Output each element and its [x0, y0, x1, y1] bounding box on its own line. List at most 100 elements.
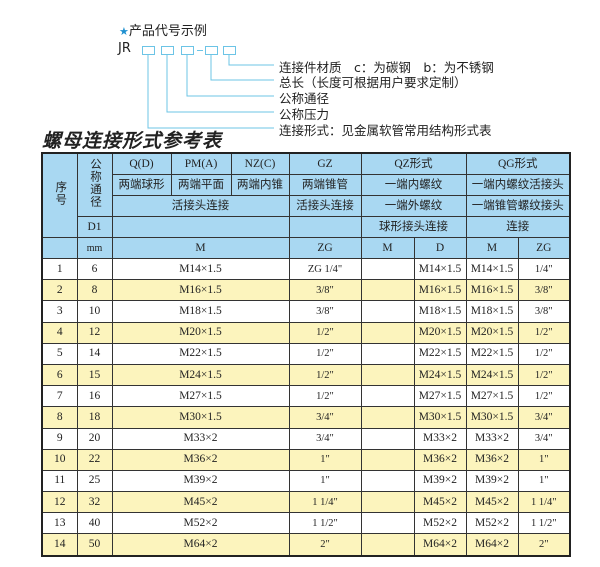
qg-m-cell: M14×1.5 [465, 257, 519, 281]
seq-cell: 4 [41, 321, 78, 344]
code-prefix: JR [118, 41, 131, 56]
m-cell: M16×1.5 [111, 279, 290, 302]
qg-zg-cell: 2" [517, 533, 571, 557]
qg-m-cell: M33×2 [465, 427, 519, 450]
qz-d-cell: M52×2 [413, 512, 467, 535]
qz-m-cell [360, 257, 415, 281]
qg-zg-cell: 3/4" [517, 427, 571, 450]
qz-d-cell: M39×2 [413, 469, 467, 493]
code-box [223, 46, 236, 55]
seq-cell: 10 [41, 448, 78, 471]
zg-cell: 3/4" [288, 427, 362, 450]
m-cell: M22×1.5 [111, 342, 290, 365]
seq-cell: 8 [41, 406, 78, 429]
zg-cell: 3/8" [288, 300, 362, 323]
code-box [161, 46, 174, 55]
table-row: 14 50 M64×2 2" M64×2 M64×2 2" [41, 533, 571, 557]
header-conn: 活接头连接 [111, 195, 290, 217]
label-connection: 连接形式：见金属软管常用结构形式表 [279, 123, 492, 138]
header-seq: 序号 [41, 152, 78, 238]
zg-cell: 3/8" [288, 279, 362, 302]
qg-m-cell: M24×1.5 [465, 363, 519, 387]
code-box [205, 46, 218, 55]
header-type: QZ形式 [360, 152, 467, 175]
leader-lines [147, 55, 274, 129]
zg-cell: 2" [288, 533, 362, 557]
label-length: 总长（长度可根据用户要求定制） [279, 75, 467, 90]
qg-m-cell: M52×2 [465, 512, 519, 535]
qz-d-cell: M16×1.5 [413, 279, 467, 302]
dn-cell: 20 [76, 427, 113, 450]
zg-cell: 1/2" [288, 342, 362, 365]
dn-cell: 25 [76, 469, 113, 493]
table-title: 螺母连接形式参考表 [42, 130, 223, 152]
header-type: NZ(C) [230, 152, 290, 175]
qg-zg-cell: 3/8" [517, 300, 571, 323]
zg-cell: 1 1/2" [288, 512, 362, 535]
qz-m-cell [360, 363, 415, 387]
qg-zg-cell: 3/8" [517, 279, 571, 302]
qz-d-cell: M14×1.5 [413, 257, 467, 281]
header-empty [111, 216, 290, 238]
header-shape: 两端内锥 [230, 174, 290, 196]
zg-cell: 1/2" [288, 385, 362, 408]
zg-cell: 1" [288, 448, 362, 471]
dn-cell: 32 [76, 491, 113, 514]
qg-m-cell: M22×1.5 [465, 342, 519, 365]
header-unit: M [360, 237, 415, 259]
qz-m-cell [360, 321, 415, 344]
m-cell: M36×2 [111, 448, 290, 471]
qz-d-cell: M45×2 [413, 491, 467, 514]
header-conn: 活接头连接 [288, 195, 362, 217]
m-cell: M33×2 [111, 427, 290, 450]
seq-cell: 1 [41, 257, 78, 281]
code-box [181, 46, 194, 55]
table-row: 13 40 M52×2 1 1/2" M52×2 M52×2 1 1/2" [41, 512, 571, 535]
qg-m-cell: M36×2 [465, 448, 519, 471]
dn-cell: 22 [76, 448, 113, 471]
header-type: QG形式 [465, 152, 571, 175]
qz-d-cell: M24×1.5 [413, 363, 467, 387]
qz-m-cell [360, 533, 415, 557]
seq-cell: 7 [41, 385, 78, 408]
qz-m-cell [360, 491, 415, 514]
header-unit: M [465, 237, 519, 259]
qz-d-cell: M20×1.5 [413, 321, 467, 344]
header-unit: ZG [517, 237, 571, 259]
dn-cell: 6 [76, 257, 113, 281]
dn-cell: 18 [76, 406, 113, 429]
qg-m-cell: M27×1.5 [465, 385, 519, 408]
seq-cell: 5 [41, 342, 78, 365]
dn-cell: 10 [76, 300, 113, 323]
header-conn2: 球形接头连接 [360, 216, 467, 238]
m-cell: M18×1.5 [111, 300, 290, 323]
dn-cell: 14 [76, 342, 113, 365]
table-row: 11 25 M39×2 1" M39×2 M39×2 1" [41, 469, 571, 493]
header-unit: ZG [288, 237, 362, 259]
header-shape: 两端球形 [111, 174, 172, 196]
header-shape: 两端锥管 [288, 174, 362, 196]
qz-d-cell: M33×2 [413, 427, 467, 450]
seq-cell: 6 [41, 363, 78, 387]
qz-d-cell: M36×2 [413, 448, 467, 471]
qz-d-cell: M64×2 [413, 533, 467, 557]
qg-zg-cell: 1" [517, 448, 571, 471]
dn-cell: 8 [76, 279, 113, 302]
qz-d-cell: M22×1.5 [413, 342, 467, 365]
qz-m-cell [360, 469, 415, 493]
table-row: 6 15 M24×1.5 1/2" M24×1.5 M24×1.5 1/2" [41, 363, 571, 387]
label-material: 连接件材质 c：为碳钢 b：为不锈钢 [279, 60, 494, 75]
table-row: 4 12 M20×1.5 1/2" M20×1.5 M20×1.5 1/2" [41, 321, 571, 344]
qg-m-cell: M45×2 [465, 491, 519, 514]
qz-m-cell [360, 448, 415, 471]
qg-zg-cell: 1/2" [517, 342, 571, 365]
zg-cell: 1/2" [288, 321, 362, 344]
zg-cell: 1/2" [288, 363, 362, 387]
header-type: PM(A) [170, 152, 232, 175]
qg-m-cell: M16×1.5 [465, 279, 519, 302]
header-conn: 一端锥管螺纹接头 [465, 195, 571, 217]
qg-zg-cell: 1/4" [517, 257, 571, 281]
code-dash [197, 50, 203, 51]
header-mm: mm [76, 237, 113, 259]
header-unit: D [413, 237, 467, 259]
